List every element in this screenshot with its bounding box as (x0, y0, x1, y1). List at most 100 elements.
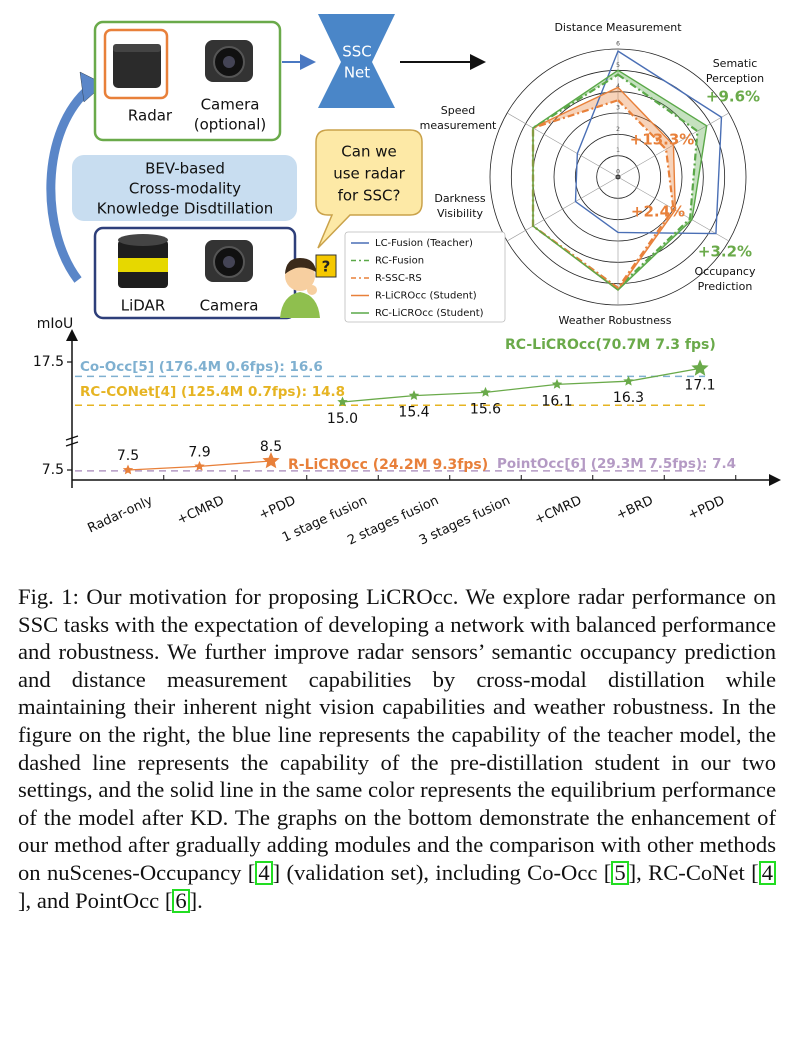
reference-label: RC-CONet[4] (125.4M 0.7fps): 14.8 (80, 384, 345, 400)
y-tick-label: 17.5 (33, 354, 64, 370)
radar-icon-top (113, 44, 161, 52)
radar-annotation: +2.4% (631, 203, 685, 221)
legend-label: RC-LiCROcc (Student) (375, 308, 484, 319)
data-label: 7.9 (188, 444, 210, 460)
caption: Fig. 1: Our motivation for proposing LiC… (18, 583, 776, 914)
r-tick-label: 6 (616, 41, 620, 48)
data-label: 17.1 (684, 377, 715, 393)
radar-series (532, 69, 708, 291)
radar-axis-label: Sematic (713, 57, 758, 70)
question: Can we (341, 143, 396, 161)
speech-bubble (315, 129, 423, 249)
radar-annotation: +13.3% (630, 131, 695, 149)
question: for SSC? (338, 187, 401, 205)
lidar-label: LiDAR (121, 297, 166, 315)
radar-axis-label: Darkness (434, 192, 486, 205)
data-point (551, 378, 563, 389)
data-point (480, 386, 491, 397)
figure: Radar Camera (optional) SSC Net BEV-base… (33, 14, 781, 549)
x-tick-label: Radar-only (86, 493, 156, 536)
reference-label: PointOcc[6] (29.3M 7.5fps): 7.4 (497, 456, 736, 472)
radar-axis-label: Speed (441, 104, 475, 117)
legend-label: R-LiCROcc (Student) (375, 291, 477, 302)
radar-series (531, 98, 675, 290)
radar-axis-label: Perception (706, 72, 764, 85)
data-label: 15.0 (327, 411, 358, 427)
camera-lens-inner (223, 56, 235, 68)
radar-axis (506, 112, 619, 178)
distillation-label: Knowledge Disdtillation (97, 200, 274, 218)
citation[interactable]: 6 (172, 888, 190, 913)
lidar-stripe (118, 258, 168, 272)
person-hair (285, 258, 316, 274)
radar-axis-label: Distance Measurement (554, 21, 682, 34)
question: use radar (333, 165, 405, 183)
data-point (194, 460, 205, 471)
data-point (262, 452, 280, 469)
legend-box (344, 231, 506, 323)
x-tick-label: +PDD (257, 493, 298, 523)
radar-axis-label: Visibility (437, 207, 484, 220)
curved-arrow (46, 84, 93, 283)
data-label: 7.5 (117, 448, 139, 464)
caption-label: Fig. 1: (18, 584, 79, 609)
data-label: 16.3 (613, 390, 644, 406)
network-label: Net (344, 64, 370, 82)
distillation-label: BEV-based (145, 160, 225, 178)
caption-text: ]. (189, 887, 203, 913)
question-box (315, 254, 337, 278)
y-axis-label: mIoU (37, 316, 74, 332)
legend-label: LC-Fusion (Teacher) (375, 238, 473, 249)
distillation-box (72, 155, 297, 221)
series-line (342, 367, 701, 403)
radar-series (574, 50, 723, 235)
lidar-top (118, 234, 168, 246)
data-point (408, 390, 420, 400)
question-mark: ? (322, 258, 331, 276)
legend-label: R-SSC-RS (375, 273, 422, 284)
citation[interactable]: 5 (611, 860, 629, 885)
data-label: 8.5 (260, 439, 282, 455)
network-shape (318, 14, 395, 108)
radar-annotation: +3.2% (698, 243, 752, 261)
data-label: 15.4 (398, 405, 429, 421)
x-tick-label: +CMRD (532, 493, 584, 528)
y-tick-label: 7.5 (42, 462, 64, 478)
caption-text: ], RC-CoNet [ (628, 859, 759, 885)
radar-icon (113, 44, 161, 88)
x-tick-label: +BRD (614, 493, 656, 523)
person-body (280, 292, 320, 318)
caption-text: ] (validation set), including Co-Occ [ (272, 859, 612, 885)
data-label: 16.1 (541, 393, 572, 409)
x-tick-label: +CMRD (175, 493, 227, 528)
camera-lens-inner (223, 256, 235, 268)
caption-text: ], and PointOcc [ (18, 887, 173, 913)
radar-series (532, 86, 676, 292)
network-label: SSC (342, 43, 372, 61)
radar-axis-label: Occupancy (695, 265, 756, 278)
radar-label: Radar (128, 107, 173, 125)
radar-axis (506, 176, 619, 242)
data-point (623, 375, 634, 386)
data-label: 15.6 (470, 401, 501, 417)
camera-label: Camera (201, 96, 260, 114)
radar-chart: 0123456Distance MeasurementSematicPercep… (344, 21, 764, 327)
radar-axis-label: Prediction (698, 280, 753, 293)
reference-label: Co-Occ[5] (176.4M 0.6fps): 16.6 (80, 359, 323, 375)
camera-label: Camera (200, 297, 259, 315)
x-tick-label: +PDD (686, 493, 727, 523)
caption-text: Our motivation for proposing LiCROcc. We… (18, 584, 776, 885)
citation[interactable]: 4 (758, 860, 776, 885)
data-point (691, 359, 709, 376)
series-label: R-LiCROcc (24.2M 9.3fps) (288, 457, 488, 473)
radar-axis (617, 176, 730, 242)
radar-annotation: +9.6% (706, 88, 760, 106)
series-label: RC-LiCROcc(70.7M 7.3 fps) (505, 337, 716, 353)
axis-break (65, 435, 79, 447)
citation[interactable]: 4 (255, 860, 273, 885)
distillation-label: Cross-modality (129, 180, 241, 198)
radar-axis-label: measurement (420, 119, 497, 132)
radar-axis-label: Weather Robustness (559, 314, 672, 327)
